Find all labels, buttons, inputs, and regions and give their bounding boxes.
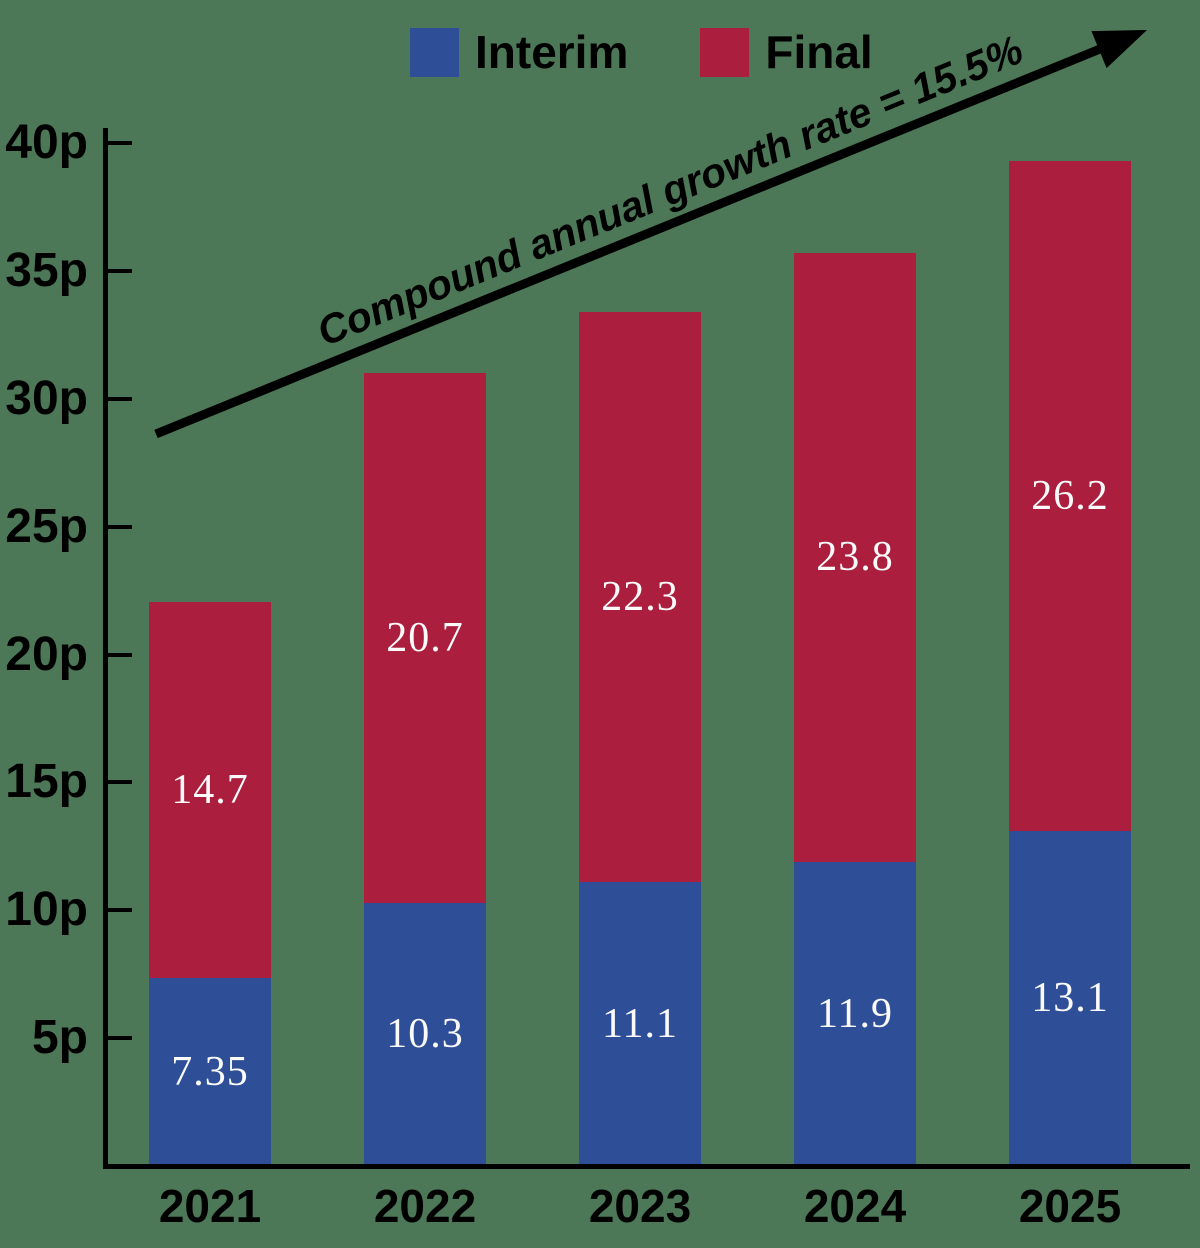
bar-value-interim-2023: 11.1 <box>602 1001 678 1048</box>
legend-item-final: Final <box>700 26 873 78</box>
bar-segment-interim-2024: 11.9 <box>794 861 916 1166</box>
bar-segment-interim-2023: 11.1 <box>579 882 701 1166</box>
bar-value-interim-2024: 11.9 <box>817 990 893 1037</box>
bar-segment-final-2023: 22.3 <box>579 311 701 883</box>
y-tick-label-40p: 40p <box>5 116 88 169</box>
x-label-2021: 2021 <box>158 1180 262 1232</box>
y-tick-label-25p: 25p <box>5 499 88 553</box>
bar-segment-interim-2022: 10.3 <box>364 902 486 1166</box>
y-tick-10p <box>105 908 132 913</box>
bar-segment-final-2025: 26.2 <box>1009 160 1131 831</box>
x-label-2022: 2022 <box>373 1180 477 1232</box>
legend-item-interim: Interim <box>410 27 628 77</box>
y-tick-30p <box>105 396 132 401</box>
legend-label-interim: Interim <box>475 26 629 78</box>
y-axis-line <box>103 128 108 1169</box>
y-tick-35p <box>105 268 132 273</box>
y-tick-25p <box>105 524 132 529</box>
bar-value-interim-2021: 7.35 <box>171 1049 249 1095</box>
bar-value-final-2021: 14.7 <box>171 767 249 814</box>
y-tick-label-10p: 10p <box>5 883 88 937</box>
legend-swatch-final <box>700 27 750 77</box>
y-tick-label-30p: 30p <box>5 371 88 425</box>
y-tick-label-20p: 20p <box>5 627 88 681</box>
y-tick-label-35p: 35p <box>5 243 88 297</box>
bar-value-final-2025: 26.2 <box>1031 472 1109 519</box>
legend-label-final: Final <box>765 26 873 78</box>
x-label-2023: 2023 <box>588 1180 692 1232</box>
bar-segment-final-2024: 23.8 <box>794 252 916 862</box>
y-tick-5p <box>105 1036 132 1041</box>
x-label-2024: 2024 <box>803 1180 907 1232</box>
bar-segment-final-2021: 14.7 <box>149 602 271 978</box>
y-tick-label-5p: 5p <box>31 1011 88 1065</box>
legend-swatch-interim <box>410 27 459 77</box>
bar-segment-final-2022: 20.7 <box>364 373 486 903</box>
bar-value-final-2023: 22.3 <box>601 573 679 620</box>
y-tick-label-15p: 15p <box>5 755 88 809</box>
x-axis-line <box>103 1164 1190 1169</box>
x-label-2025: 2025 <box>1018 1180 1122 1232</box>
bar-segment-interim-2025: 13.1 <box>1009 830 1131 1166</box>
bar-value-interim-2025: 13.1 <box>1031 975 1109 1022</box>
y-tick-40p <box>105 141 132 145</box>
y-tick-15p <box>105 780 132 785</box>
bar-segment-interim-2021: 7.35 <box>149 978 271 1166</box>
y-tick-20p <box>105 652 132 657</box>
bar-value-final-2024: 23.8 <box>816 534 894 581</box>
bar-value-final-2022: 20.7 <box>386 614 464 661</box>
bar-value-interim-2022: 10.3 <box>386 1011 464 1058</box>
legend: Interim Final <box>410 27 873 77</box>
